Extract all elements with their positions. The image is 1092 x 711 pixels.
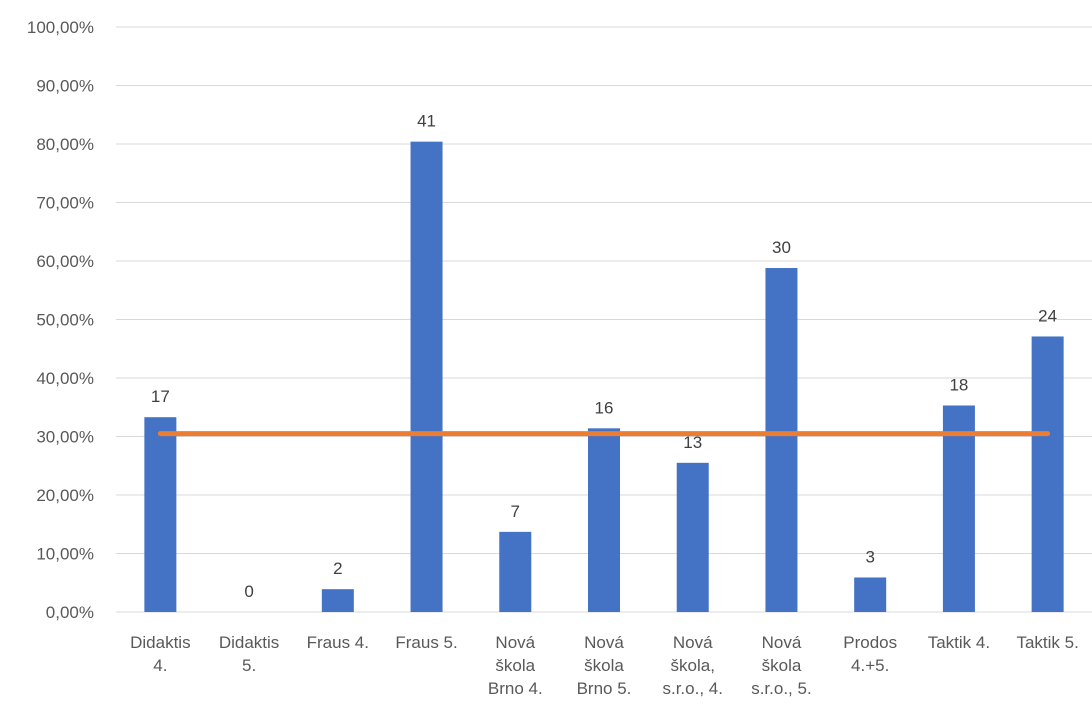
data-label: 41: [417, 112, 436, 131]
x-tick-label: Didaktis 5.: [219, 633, 279, 675]
bar: [854, 577, 887, 612]
data-label: 17: [151, 387, 170, 406]
bars: [144, 141, 1064, 612]
x-tick-label: Taktik 5.: [1016, 633, 1078, 652]
data-label: 30: [772, 238, 791, 257]
x-axis-tick-labels: Didaktis 4. Didaktis 5. Fraus 4. Fraus 5. Nová…: [130, 633, 1079, 698]
y-tick-label: 70,00%: [36, 194, 94, 213]
bar: [942, 405, 975, 612]
bar: [676, 462, 709, 612]
bar: [144, 417, 177, 612]
y-tick-label: 80,00%: [36, 135, 94, 154]
x-tick-label: Nová škola, s.r.o., 4.: [662, 633, 722, 698]
y-tick-label: 90,00%: [36, 77, 94, 96]
y-tick-label: 60,00%: [36, 252, 94, 271]
y-tick-label: 30,00%: [36, 428, 94, 447]
y-tick-label: 40,00%: [36, 369, 94, 388]
data-labels: 17 0 2 41 7 16 13 30 3 18 24: [151, 112, 1057, 601]
x-tick-label: Taktik 4.: [928, 633, 990, 652]
x-tick-label: Fraus 4.: [307, 633, 369, 652]
bar: [1031, 336, 1064, 612]
data-label: 0: [244, 582, 253, 601]
x-tick-label: Didaktis 4.: [130, 633, 190, 675]
y-tick-label: 100,00%: [27, 18, 94, 37]
y-axis-tick-labels: 0,00% 10,00% 20,00% 30,00% 40,00% 50,00% 60,00…: [27, 18, 94, 622]
data-label: 7: [511, 502, 520, 521]
x-tick-label: Nová škola s.r.o., 5.: [751, 633, 811, 698]
bar: [765, 268, 798, 612]
x-tick-label: Nová škola Brno 4.: [488, 633, 543, 698]
bar: [499, 531, 532, 612]
y-tick-label: 50,00%: [36, 311, 94, 330]
x-tick-label: Prodos 4.+5.: [843, 633, 897, 675]
y-tick-label: 10,00%: [36, 545, 94, 564]
data-label: 24: [1038, 306, 1057, 325]
data-label: 13: [683, 433, 702, 452]
y-tick-label: 20,00%: [36, 486, 94, 505]
bar: [588, 428, 620, 612]
data-label: 16: [595, 398, 614, 417]
bar: [410, 141, 443, 612]
x-tick-label: Fraus 5.: [395, 633, 457, 652]
data-label: 2: [333, 559, 342, 578]
data-label: 18: [949, 375, 968, 394]
gridlines: [116, 26, 1092, 613]
y-tick-label: 0,00%: [46, 603, 94, 622]
x-tick-label: Nová škola Brno 5.: [577, 633, 632, 698]
data-label: 3: [865, 547, 874, 566]
bar: [321, 589, 354, 612]
